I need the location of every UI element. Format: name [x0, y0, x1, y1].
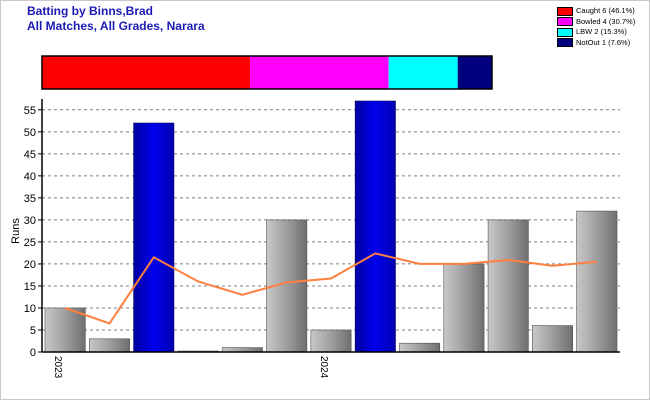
legend-label-lbw: LBW 2 (15.3%) — [576, 27, 627, 36]
dismissal-bar — [41, 55, 493, 90]
y-tick-label: 55 — [24, 105, 36, 117]
y-tick-label: 5 — [30, 325, 36, 337]
y-tick-label: 45 — [24, 149, 36, 161]
y-tick-label: 50 — [24, 127, 36, 139]
innings-bar-notout — [133, 122, 175, 353]
dismissal-segment-lbw — [388, 56, 458, 89]
innings-bar — [443, 263, 485, 353]
y-axis-label: Runs — [10, 218, 22, 244]
legend-label-caught: Caught 6 (46.1%) — [576, 6, 635, 15]
dismissal-segment-caught — [42, 56, 251, 89]
average-polyline — [64, 252, 597, 325]
x-tick-label: 2024 — [318, 356, 329, 379]
y-tick-label: 10 — [24, 303, 36, 315]
innings-bars — [44, 100, 618, 353]
y-tick-label: 40 — [24, 171, 36, 183]
innings-bar-notout — [354, 100, 396, 353]
innings-bar — [44, 307, 86, 353]
legend-label-bowled: Bowled 4 (30.7%) — [576, 16, 636, 26]
legend-item-bowled: Bowled 4 (30.7%) — [557, 17, 635, 28]
y-tick-label: 35 — [24, 193, 36, 205]
gridlines — [42, 109, 620, 331]
chart-title: Batting by Binns,Brad — [27, 4, 154, 18]
legend-item-lbw: LBW 2 (15.3%) — [557, 27, 635, 38]
legend-item-caught: Caught 6 (46.1%) — [557, 6, 635, 17]
innings-bar — [310, 329, 352, 353]
innings-bar — [399, 342, 441, 353]
legend-swatch-caught — [557, 6, 573, 16]
y-tick-label: 15 — [24, 281, 36, 293]
y-tick-label: 30 — [24, 215, 36, 227]
dismissal-segment-bowled — [250, 56, 389, 89]
innings-bar — [89, 338, 130, 353]
legend-label-notout: NotOut 1 (7.6%) — [576, 37, 631, 47]
y-tick-label: 20 — [24, 259, 36, 271]
dismissal-bar-border — [41, 55, 493, 90]
y-tick-label: 0 — [30, 347, 36, 359]
x-tick-label: 2023 — [52, 356, 63, 379]
legend: Caught 6 (46.1%) Bowled 4 (30.7%) LBW 2 … — [557, 6, 635, 48]
chart-subtitle: All Matches, All Grades, Narara — [27, 19, 205, 33]
innings-bar — [532, 325, 574, 353]
legend-swatch-notout — [557, 38, 573, 48]
dismissal-segment-notout — [457, 56, 492, 89]
legend-swatch-bowled — [557, 17, 573, 27]
legend-swatch-lbw — [557, 27, 573, 37]
y-tick-label: 25 — [24, 237, 36, 249]
axes: 0 5 10 15 20 25 30 35 40 45 50 55 2023 2024 — [24, 99, 620, 379]
legend-item-notout: NotOut 1 (7.6%) — [557, 38, 635, 49]
innings-bar — [487, 219, 529, 353]
average-line — [64, 252, 597, 325]
innings-bar — [576, 210, 618, 353]
